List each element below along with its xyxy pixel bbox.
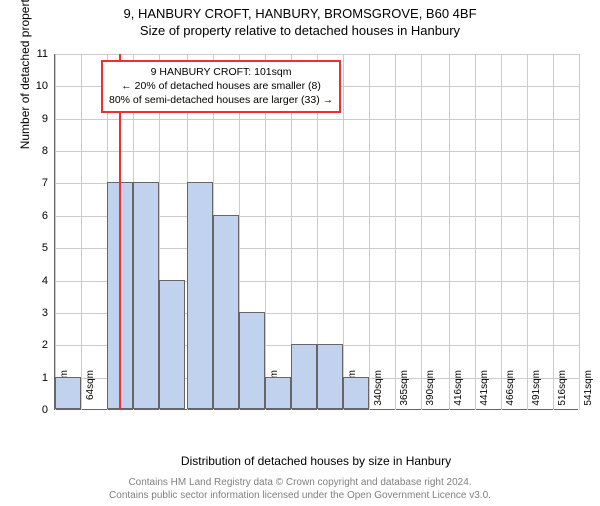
histogram-bar bbox=[187, 182, 213, 409]
x-tick-label: 390sqm bbox=[425, 370, 436, 414]
gridline-v bbox=[343, 54, 344, 410]
y-tick-label: 5 bbox=[28, 242, 48, 254]
gridline-v bbox=[421, 54, 422, 410]
x-tick-label: 416sqm bbox=[453, 370, 464, 414]
annotation-line: 9 HANBURY CROFT: 101sqm bbox=[109, 65, 333, 79]
histogram-bar bbox=[133, 182, 159, 409]
y-tick-label: 3 bbox=[28, 307, 48, 319]
annotation-box: 9 HANBURY CROFT: 101sqm← 20% of detached… bbox=[101, 60, 341, 113]
footer-line-2: Contains public sector information licen… bbox=[0, 489, 600, 502]
x-axis-label: Distribution of detached houses by size … bbox=[54, 454, 578, 468]
gridline-v bbox=[55, 54, 56, 410]
histogram-bar bbox=[317, 344, 343, 409]
histogram-bar bbox=[265, 377, 291, 409]
plot-region: 0123456789101139sqm64sqm89sqm114sqm139sq… bbox=[54, 54, 578, 410]
y-tick-label: 2 bbox=[28, 339, 48, 351]
y-tick-label: 6 bbox=[28, 210, 48, 222]
chart-title-sub: Size of property relative to detached ho… bbox=[0, 23, 600, 38]
gridline-v bbox=[475, 54, 476, 410]
y-tick-label: 7 bbox=[28, 177, 48, 189]
gridline-v bbox=[579, 54, 580, 410]
chart-area: 0123456789101139sqm64sqm89sqm114sqm139sq… bbox=[54, 54, 578, 410]
histogram-bar bbox=[343, 377, 369, 409]
x-tick-label: 64sqm bbox=[85, 370, 96, 414]
histogram-bar bbox=[239, 312, 265, 409]
x-tick-label: 516sqm bbox=[557, 370, 568, 414]
y-tick-label: 1 bbox=[28, 372, 48, 384]
gridline-v bbox=[527, 54, 528, 410]
gridline-v bbox=[553, 54, 554, 410]
y-axis-label: Number of detached properties bbox=[18, 0, 32, 149]
y-tick-label: 0 bbox=[28, 404, 48, 416]
x-tick-label: 491sqm bbox=[531, 370, 542, 414]
x-tick-label: 441sqm bbox=[479, 370, 490, 414]
annotation-line: ← 20% of detached houses are smaller (8) bbox=[109, 79, 333, 93]
x-tick-label: 541sqm bbox=[583, 370, 594, 414]
footer-line-1: Contains HM Land Registry data © Crown c… bbox=[0, 476, 600, 489]
y-tick-label: 4 bbox=[28, 275, 48, 287]
x-tick-label: 466sqm bbox=[505, 370, 516, 414]
gridline-v bbox=[449, 54, 450, 410]
gridline-v bbox=[395, 54, 396, 410]
chart-title-main: 9, HANBURY CROFT, HANBURY, BROMSGROVE, B… bbox=[0, 6, 600, 21]
annotation-line: 80% of semi-detached houses are larger (… bbox=[109, 93, 333, 107]
histogram-bar bbox=[159, 280, 185, 409]
histogram-bar bbox=[55, 377, 81, 409]
histogram-bar bbox=[291, 344, 317, 409]
histogram-bar bbox=[213, 215, 239, 409]
gridline-v bbox=[81, 54, 82, 410]
gridline-v bbox=[501, 54, 502, 410]
x-tick-label: 340sqm bbox=[373, 370, 384, 414]
x-tick-label: 365sqm bbox=[399, 370, 410, 414]
gridline-v bbox=[369, 54, 370, 410]
footer-attribution: Contains HM Land Registry data © Crown c… bbox=[0, 476, 600, 502]
